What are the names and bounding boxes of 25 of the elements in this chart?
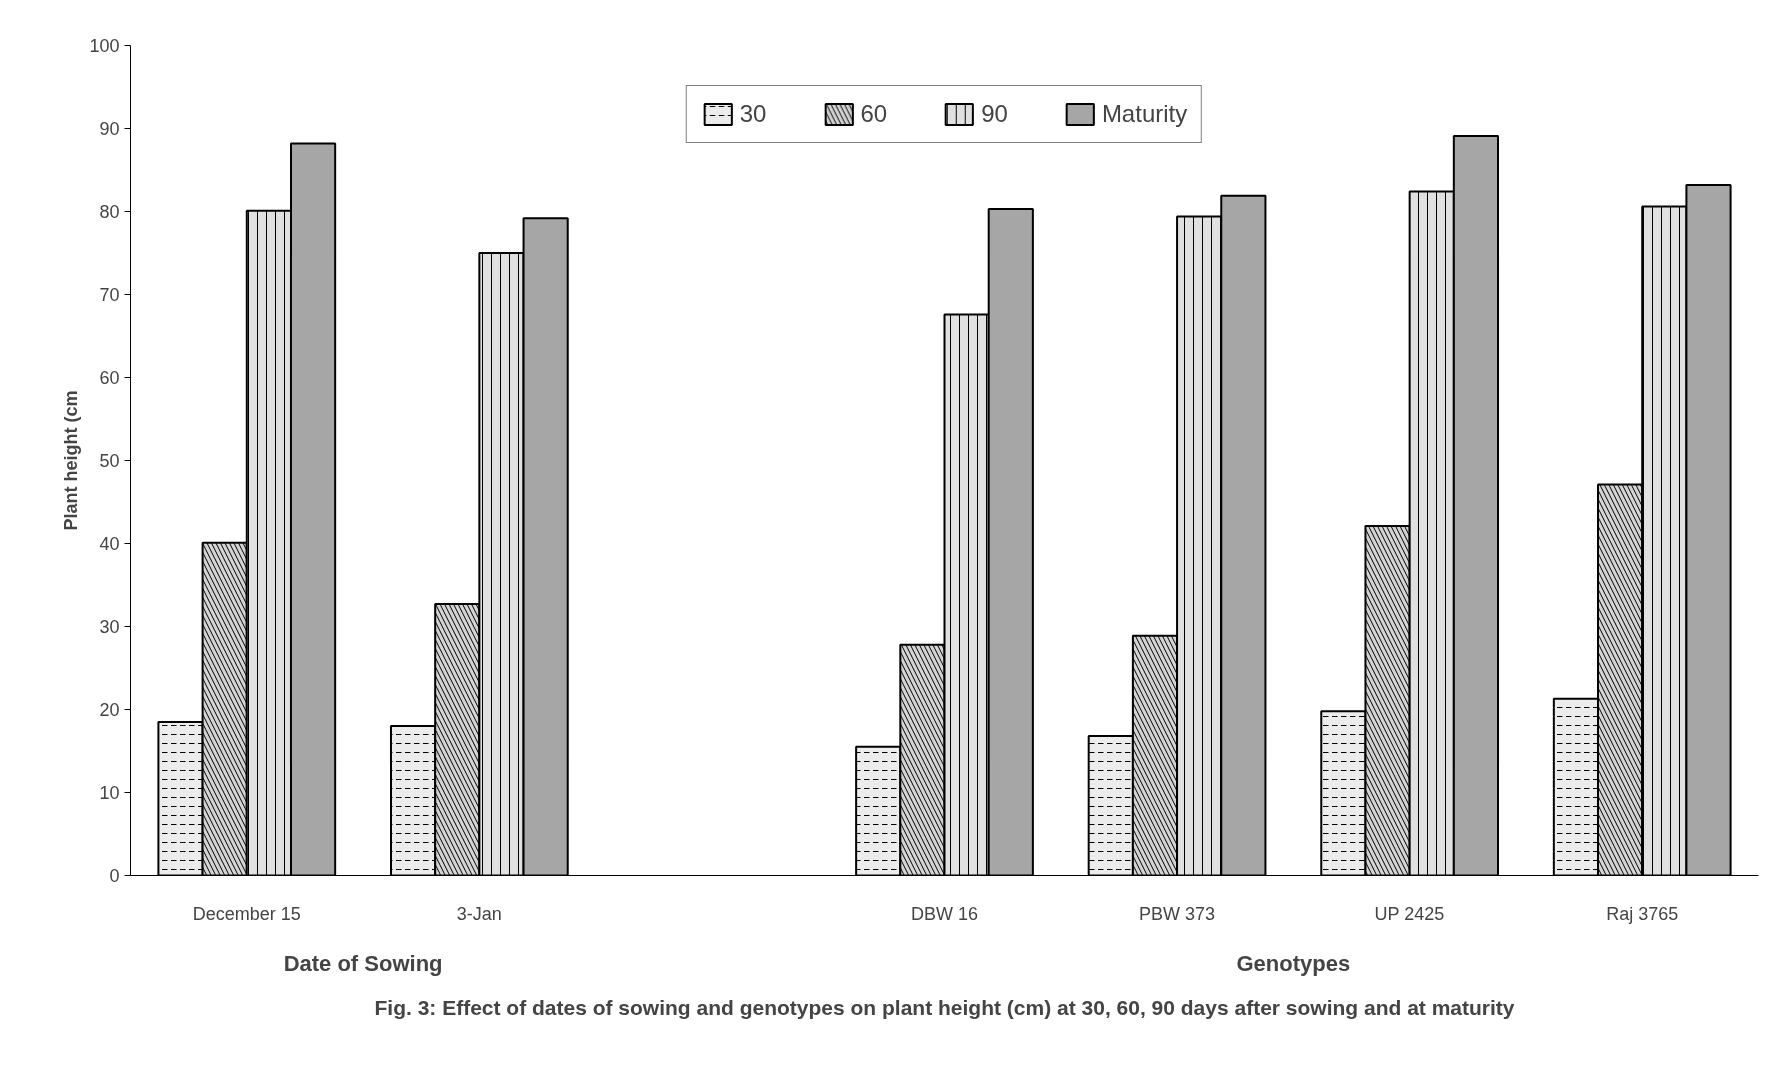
legend-label: 60 <box>860 100 888 128</box>
legend-label: 30 <box>739 100 767 128</box>
caption: Fig. 3: Effect of dates of sowing and genotypes on plant height (cm) at 30, 60, 90 days after sowing and at maturity <box>374 995 1515 1019</box>
y-axis-title: Plant height (cm <box>61 390 82 531</box>
y-tick-label: 80 <box>99 202 120 222</box>
y-tick-label: 30 <box>99 617 120 637</box>
y-tick-label: 0 <box>109 866 120 886</box>
y-tick-label: 10 <box>99 783 120 803</box>
y-tick-label: 40 <box>99 534 120 554</box>
text: Genotypes <box>1236 950 1351 976</box>
x-tick-label: December 15 <box>192 903 301 924</box>
x-tick-label: Raj 3765 <box>1606 903 1679 924</box>
y-tick-label: 50 <box>99 451 120 471</box>
y-tick-label: 70 <box>99 285 120 305</box>
x-tick-label: UP 2425 <box>1374 903 1445 924</box>
text: Date of Sowing <box>283 950 443 976</box>
legend-label: Maturity <box>1101 100 1188 128</box>
legend-label: 90 <box>981 100 1008 128</box>
y-tick-label: 20 <box>99 700 120 720</box>
y-tick-label: 60 <box>99 368 120 388</box>
x-tick-label: 3-Jan <box>456 903 502 924</box>
x-tick-label: DBW 16 <box>910 903 979 924</box>
y-tick-label: 100 <box>89 36 120 56</box>
x-tick-label: PBW 373 <box>1139 903 1216 924</box>
y-tick-label: 90 <box>99 119 120 139</box>
